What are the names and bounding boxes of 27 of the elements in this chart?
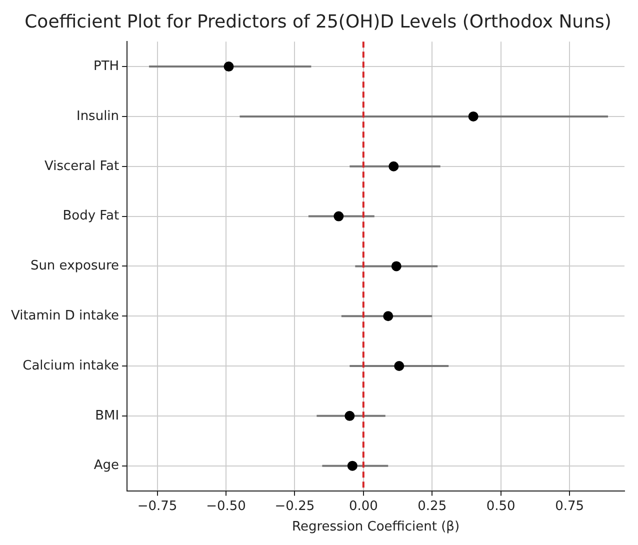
x-tick-label: 0.50 [486, 498, 516, 514]
chart-title: Coefficient Plot for Predictors of 25(OH)D Levels (Orthodox Nuns) [24, 11, 612, 32]
point [388, 161, 399, 172]
point [468, 111, 478, 122]
x-tick-label: 0.25 [418, 498, 447, 514]
y-tick-label: Visceral Fat [44, 158, 120, 174]
x-tick-label: 0.00 [348, 498, 378, 514]
x-axis-title: Regression Coefficient (β) [292, 520, 460, 535]
point [383, 311, 394, 322]
point [344, 410, 355, 421]
y-tick-label: Body Fat [62, 208, 120, 224]
y-tick-label: PTH [93, 58, 120, 74]
x-tick-label: 0.75 [555, 498, 584, 514]
point [334, 211, 344, 222]
y-tick-label: BMI [95, 408, 120, 424]
y-tick-label: Calcium intake [22, 358, 120, 374]
point [347, 460, 358, 471]
y-tick-label: Vitamin D intake [10, 308, 120, 324]
y-tick-label: Insulin [76, 108, 120, 124]
y-tick-label: Age [94, 458, 120, 474]
x-tick-label: −0.50 [206, 498, 246, 514]
x-tick-label: −0.25 [274, 498, 315, 514]
x-tick-label: −0.75 [137, 498, 178, 514]
y-tick-label: Sun exposure [30, 258, 120, 274]
point [394, 361, 404, 372]
point [391, 261, 402, 272]
point [224, 62, 234, 72]
